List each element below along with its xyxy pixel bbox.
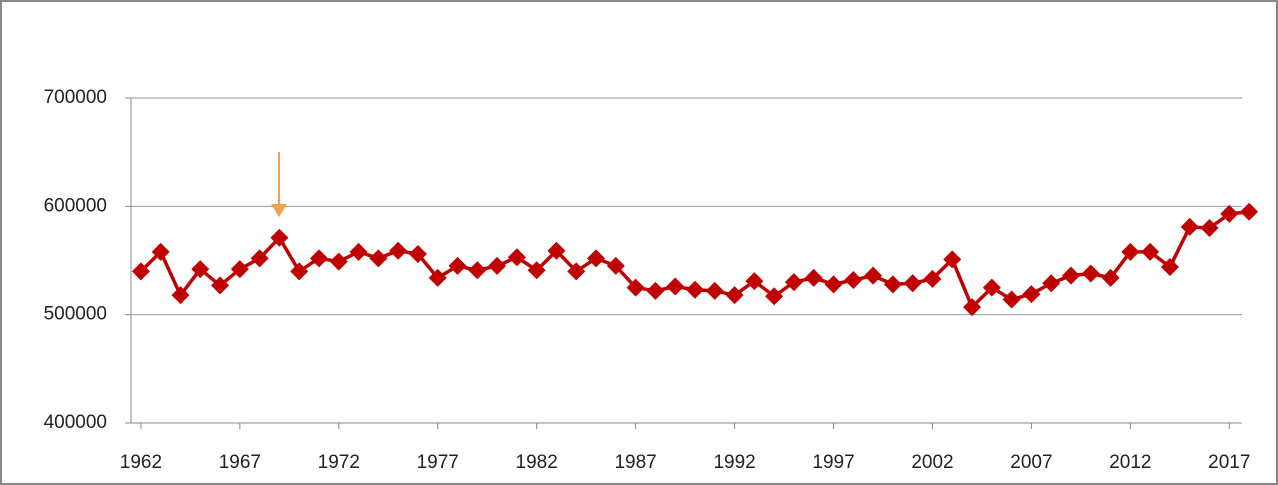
data-point	[1240, 202, 1259, 221]
data-point	[1081, 264, 1100, 283]
data-point	[468, 261, 487, 280]
x-tick-label: 2012	[1109, 452, 1151, 473]
x-tick-label: 1997	[812, 452, 854, 473]
data-point	[290, 262, 309, 281]
x-tick-label: 2002	[911, 452, 953, 473]
x-tick-label: 1982	[516, 452, 558, 473]
data-point	[705, 281, 724, 300]
data-point	[982, 278, 1001, 297]
data-point	[131, 262, 150, 281]
x-tick-label: 2007	[1010, 452, 1052, 473]
data-point	[488, 256, 507, 275]
data-point	[250, 249, 269, 268]
data-point	[923, 269, 942, 288]
data-point	[310, 249, 328, 268]
data-point	[567, 262, 586, 281]
data-point	[725, 286, 744, 305]
y-tick-label: 600000	[44, 195, 107, 216]
data-point	[527, 261, 546, 280]
data-point	[864, 266, 883, 285]
data-point	[1002, 290, 1021, 309]
annotation-arrow	[271, 152, 287, 217]
data-point	[389, 241, 408, 260]
data-point	[1101, 268, 1120, 287]
data-point	[211, 276, 230, 295]
x-tick-label: 1987	[614, 452, 656, 473]
data-point	[844, 271, 863, 289]
data-point	[171, 286, 190, 305]
x-tick-label: 1967	[219, 452, 261, 473]
arrow-head	[271, 204, 287, 217]
data-point	[191, 260, 210, 279]
data-point	[903, 274, 922, 293]
data-point	[408, 245, 427, 263]
data-point	[666, 277, 685, 296]
data-point	[1200, 219, 1219, 237]
y-tick-label: 700000	[44, 87, 107, 108]
x-tick-label: 1977	[417, 452, 459, 473]
data-point	[804, 268, 823, 287]
data-point	[507, 248, 526, 267]
data-point	[151, 242, 170, 261]
data-point	[587, 249, 606, 268]
data-point	[547, 241, 566, 260]
data-point	[1022, 285, 1041, 304]
data-point	[1220, 204, 1239, 223]
data-point	[765, 287, 784, 306]
data-point	[943, 250, 962, 269]
data-point	[745, 272, 764, 291]
x-tick-label: 2017	[1208, 452, 1250, 473]
data-point	[349, 242, 368, 261]
data-point	[1042, 274, 1061, 293]
data-point	[428, 268, 447, 287]
data-point	[1180, 217, 1199, 236]
data-point	[606, 256, 625, 275]
data-point	[270, 228, 289, 247]
data-point	[1160, 258, 1179, 276]
y-tick-label: 500000	[44, 304, 107, 325]
data-point	[963, 298, 982, 317]
data-point	[626, 278, 645, 297]
plot-area: 400000 500000 600000 700000 1962 1967 1972 1977…	[44, 87, 1259, 473]
data-point	[1141, 242, 1160, 261]
data-point	[824, 275, 843, 294]
x-tick-label: 1992	[713, 452, 755, 473]
data-point	[329, 252, 348, 271]
data-point	[1121, 242, 1140, 261]
data-point	[784, 273, 803, 292]
data-point	[230, 260, 249, 279]
x-tick-label: 1962	[120, 452, 162, 473]
data-point	[646, 281, 665, 300]
x-tick-label: 1972	[318, 452, 360, 473]
data-point	[1062, 266, 1080, 285]
data-point	[883, 275, 902, 294]
data-point	[369, 249, 388, 268]
data-point	[448, 256, 467, 275]
y-tick-label: 400000	[44, 412, 107, 433]
data-point	[686, 280, 704, 299]
